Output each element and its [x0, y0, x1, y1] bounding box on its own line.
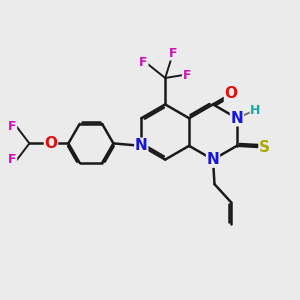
Text: F: F: [169, 47, 178, 60]
Text: O: O: [44, 136, 58, 151]
Text: N: N: [207, 152, 219, 167]
Text: H: H: [250, 103, 261, 117]
Text: O: O: [224, 86, 238, 101]
Text: F: F: [182, 68, 191, 82]
Text: N: N: [135, 138, 148, 153]
Text: F: F: [8, 153, 16, 167]
Text: N: N: [230, 111, 243, 126]
Text: S: S: [259, 140, 270, 155]
Text: F: F: [8, 120, 16, 134]
Text: F: F: [139, 56, 148, 69]
